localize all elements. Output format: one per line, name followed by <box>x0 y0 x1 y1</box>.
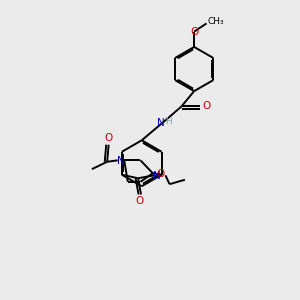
Text: O: O <box>190 27 198 37</box>
Text: N: N <box>153 171 160 181</box>
Text: O: O <box>202 101 210 111</box>
Text: O: O <box>104 133 113 143</box>
Text: CH₃: CH₃ <box>208 17 224 26</box>
Text: N: N <box>157 118 165 128</box>
Text: O: O <box>157 169 165 179</box>
Text: N: N <box>116 156 124 166</box>
Text: H: H <box>165 117 172 126</box>
Text: O: O <box>135 196 144 206</box>
